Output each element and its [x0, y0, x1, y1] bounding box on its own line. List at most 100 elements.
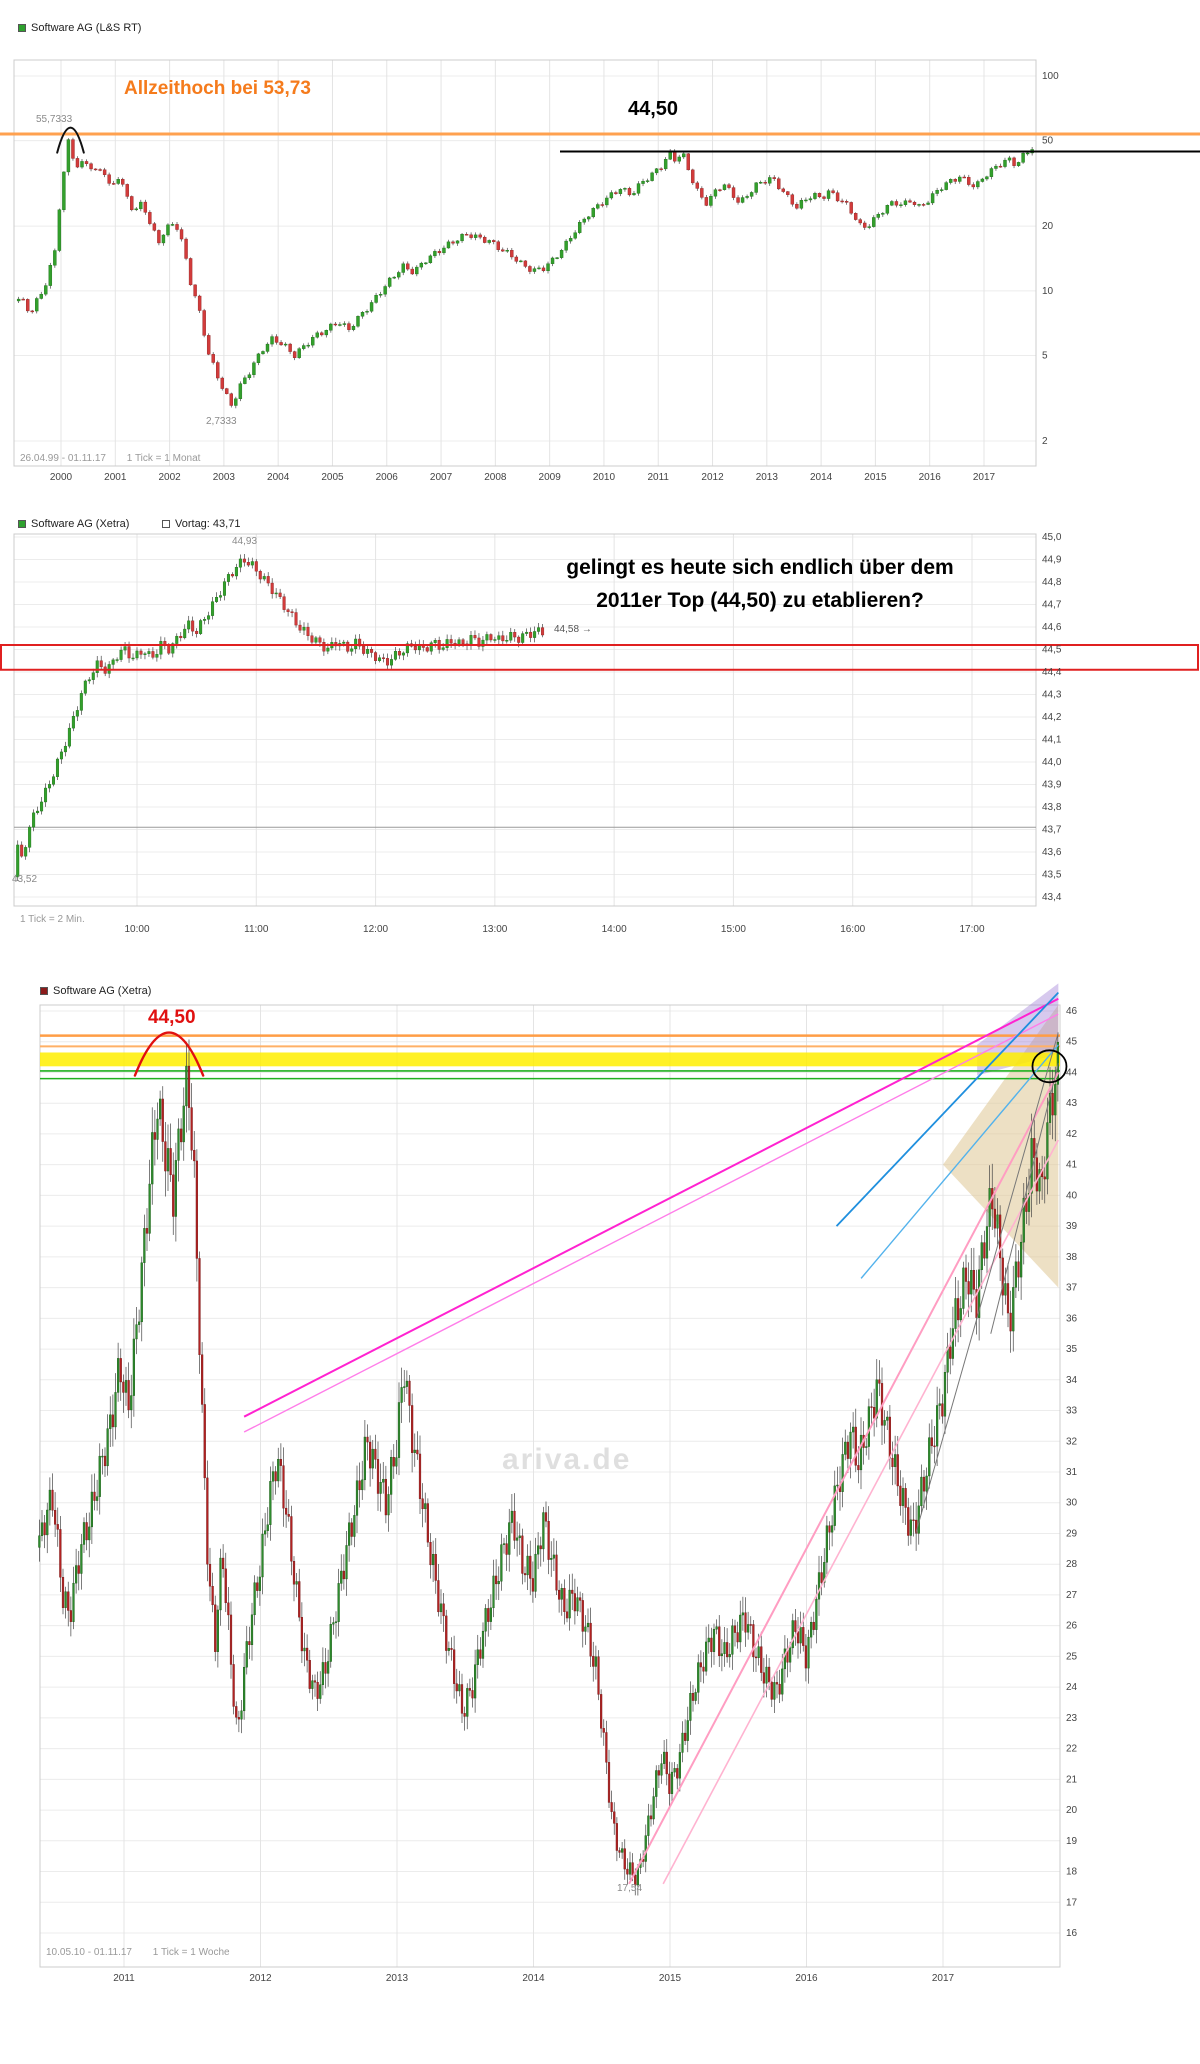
- intraday-high-label: 44,93: [232, 536, 258, 547]
- magenta-trend-upper: [243, 997, 1059, 1418]
- svg-text:42: 42: [1066, 1129, 1078, 1140]
- svg-text:43,7: 43,7: [1042, 825, 1062, 836]
- svg-text:32: 32: [1066, 1436, 1078, 1447]
- legend-monthly: Software AG (L&S RT): [18, 22, 141, 34]
- svg-text:24: 24: [1066, 1682, 1078, 1693]
- svg-text:2012: 2012: [249, 1973, 272, 1984]
- peak-arc: [133, 1031, 205, 1077]
- tick-interval-label: 1 Tick = 1 Monat: [126, 453, 201, 464]
- svg-text:15:00: 15:00: [721, 924, 746, 935]
- svg-text:2013: 2013: [386, 1973, 409, 1984]
- legend-weekly: Software AG (Xetra): [40, 985, 151, 997]
- price-arrow-icon: →: [581, 624, 592, 635]
- headline-question: gelingt es heute sich endlich über dem 2…: [505, 552, 1015, 617]
- svg-text:44,4: 44,4: [1042, 667, 1062, 678]
- series-swatch-icon: [40, 987, 48, 995]
- peak-arc: [56, 126, 85, 154]
- svg-text:17:00: 17:00: [959, 924, 984, 935]
- svg-text:2009: 2009: [539, 472, 562, 483]
- svg-text:23: 23: [1066, 1713, 1078, 1724]
- svg-text:40: 40: [1066, 1190, 1078, 1201]
- legend-intraday-vortag: Vortag: 43,71: [162, 518, 240, 530]
- intraday-axis-labels: 45,0 44,9 44,8 44,7 44,6 44,5 44,4 44,3 44,2 44,1…: [124, 532, 1061, 935]
- last-price-value: 44,58: [554, 624, 580, 635]
- monthly-chart-panel: 100 50 20 10 5 2 2000 2001 2002 2003 2004 2005 2006 2…: [0, 12, 1200, 512]
- gray-trend-2: [990, 1063, 1059, 1334]
- svg-text:45: 45: [1066, 1037, 1078, 1048]
- svg-text:12:00: 12:00: [363, 924, 388, 935]
- svg-text:22: 22: [1066, 1744, 1078, 1755]
- svg-text:44,3: 44,3: [1042, 690, 1062, 701]
- legend-label: Software AG (Xetra): [53, 985, 152, 997]
- svg-text:17: 17: [1066, 1897, 1078, 1908]
- intraday-grid: [13, 533, 1037, 907]
- legend-label: Software AG (Xetra): [31, 518, 130, 530]
- vortag-swatch-icon: [162, 520, 170, 528]
- svg-text:2016: 2016: [795, 1973, 818, 1984]
- monthly-arc: [56, 126, 85, 154]
- svg-text:27: 27: [1066, 1590, 1078, 1601]
- peak-price-label: 55,7333: [36, 114, 73, 125]
- svg-text:19: 19: [1066, 1836, 1078, 1847]
- svg-text:39: 39: [1066, 1221, 1078, 1232]
- svg-text:31: 31: [1066, 1467, 1078, 1478]
- svg-text:11:00: 11:00: [244, 924, 269, 935]
- svg-text:13:00: 13:00: [482, 924, 507, 935]
- svg-text:43,8: 43,8: [1042, 802, 1062, 813]
- svg-text:44,2: 44,2: [1042, 712, 1062, 723]
- weekly-low-label: 17,54: [617, 1883, 643, 1894]
- intraday-candles: [16, 554, 545, 881]
- svg-text:43,4: 43,4: [1042, 892, 1062, 903]
- svg-text:20: 20: [1066, 1805, 1078, 1816]
- monthly-candles: [16, 137, 1034, 409]
- svg-text:18: 18: [1066, 1867, 1078, 1878]
- weekly-candles: [38, 1032, 1059, 1896]
- weekly-chart-panel: 46 45 44 43 42 41 40 39 38 37 36 35 34 33 32 31 30 29 28 27…: [0, 975, 1200, 2064]
- svg-text:2012: 2012: [701, 472, 724, 483]
- support-channel-zone: [943, 1004, 1059, 1288]
- intraday-chart-panel: 45,0 44,9 44,8 44,7 44,6 44,5 44,4 44,3 44,2 44,1…: [0, 512, 1200, 975]
- monthly-grid: [13, 59, 1037, 467]
- blue-trend-upper: [835, 991, 1059, 1227]
- svg-text:44,8: 44,8: [1042, 577, 1062, 588]
- weekly-candlestick-plot: 46 45 44 43 42 41 40 39 38 37 36 35 34 33 32 31 30 29 28 27…: [38, 983, 1078, 1984]
- svg-text:2014: 2014: [810, 472, 833, 483]
- svg-text:2005: 2005: [321, 472, 344, 483]
- legend-intraday-series: Software AG (Xetra): [18, 518, 129, 530]
- svg-text:36: 36: [1066, 1313, 1078, 1324]
- svg-text:2016: 2016: [919, 472, 942, 483]
- resistance-red-box: [0, 644, 1199, 671]
- weekly-circle: [1031, 1049, 1068, 1084]
- svg-text:43,6: 43,6: [1042, 847, 1062, 858]
- svg-text:44,5: 44,5: [1042, 645, 1062, 656]
- svg-text:2003: 2003: [213, 472, 236, 483]
- weekly-arc: [133, 1031, 205, 1077]
- svg-text:41: 41: [1066, 1160, 1078, 1171]
- tick-interval-label: 1 Tick = 2 Min.: [20, 914, 85, 925]
- question-line1: gelingt es heute sich endlich über dem: [566, 556, 954, 579]
- intraday-low-label: 43,52: [12, 874, 38, 885]
- svg-text:43,9: 43,9: [1042, 780, 1062, 791]
- svg-text:20: 20: [1042, 221, 1054, 232]
- svg-text:21: 21: [1066, 1774, 1078, 1785]
- tick-interval-label: 1 Tick = 1 Woche: [152, 1947, 230, 1958]
- legend-label: Software AG (L&S RT): [31, 22, 142, 34]
- svg-text:33: 33: [1066, 1406, 1078, 1417]
- svg-text:2017: 2017: [932, 1973, 955, 1984]
- svg-text:45,0: 45,0: [1042, 532, 1062, 543]
- svg-text:35: 35: [1066, 1344, 1078, 1355]
- pink-support-upper: [628, 1071, 1060, 1885]
- allzeithoch-annotation: Allzeithoch bei 53,73: [124, 78, 311, 99]
- svg-text:2008: 2008: [484, 472, 507, 483]
- watermark: ariva.de: [502, 1443, 632, 1476]
- intraday-red-box: [0, 644, 1199, 671]
- svg-text:14:00: 14:00: [602, 924, 627, 935]
- date-range-label: 10.05.10 - 01.11.17: [46, 1947, 132, 1958]
- svg-text:34: 34: [1066, 1375, 1078, 1386]
- svg-text:37: 37: [1066, 1283, 1078, 1294]
- weekly-4450-label: 44,50: [148, 1007, 196, 1028]
- svg-text:16: 16: [1066, 1928, 1078, 1939]
- breakout-circle: [1031, 1049, 1068, 1084]
- chart-footer-monthly: 26.04.99 - 01.11.17 1 Tick = 1 Monat: [20, 453, 200, 464]
